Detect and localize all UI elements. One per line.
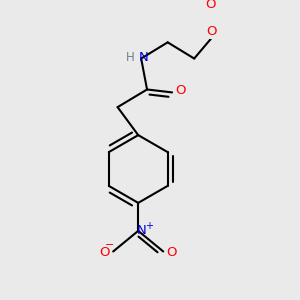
Text: N: N: [137, 224, 147, 237]
Text: −: −: [105, 240, 114, 250]
Text: N: N: [139, 51, 148, 64]
Text: O: O: [205, 0, 216, 11]
Text: O: O: [100, 247, 110, 260]
Text: H: H: [126, 51, 134, 64]
Text: O: O: [207, 25, 217, 38]
Text: O: O: [175, 84, 186, 98]
Text: +: +: [146, 220, 153, 231]
Text: O: O: [166, 247, 177, 260]
